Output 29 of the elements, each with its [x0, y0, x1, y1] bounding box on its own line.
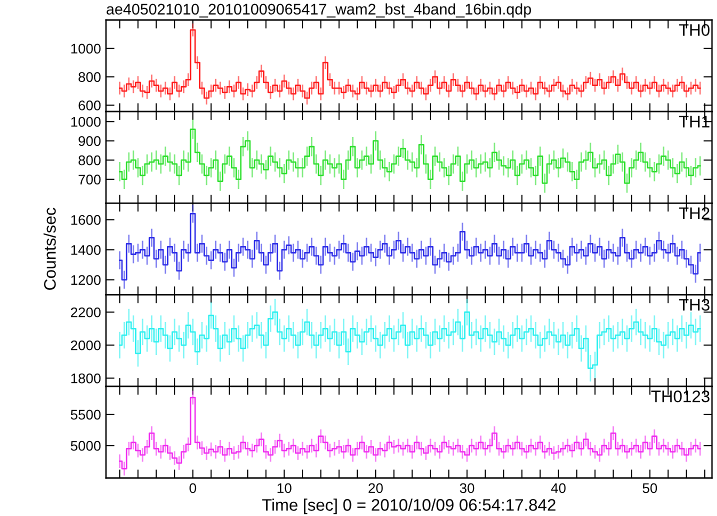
annotation: TH3 [679, 298, 710, 311]
y-tick-label: 1600 [71, 215, 101, 225]
y-tick-label: 1800 [71, 373, 101, 384]
y-tick-label: 800 [78, 72, 101, 82]
y-tick-label: 600 [78, 100, 101, 110]
x-tick-label: 40 [551, 483, 566, 494]
y-tick-label: 1000 [71, 116, 101, 127]
x-tick-label: 20 [368, 483, 383, 494]
y-tick-label: 5000 [70, 440, 101, 451]
y-tick-label: 2200 [70, 307, 101, 318]
chart-title: ae405021010_20101009065417_wam2_bst_4band_16bin.qdp [106, 3, 531, 18]
y-tick-label: 1200 [71, 275, 101, 285]
y-tick-label: 800 [78, 155, 101, 166]
x-tick-label: 30 [460, 483, 474, 494]
y-tick-label: 5500 [70, 410, 101, 420]
x-tick-label: 10 [278, 483, 292, 494]
annotation: TH0123 [651, 390, 710, 402]
y-tick-label: 1000 [71, 44, 101, 54]
annotation: TH2 [679, 207, 710, 219]
y-axis-title: Counts/sec [44, 208, 56, 290]
annotation: TH0 [679, 24, 710, 36]
x-tick-label: 50 [642, 483, 658, 494]
y-tick-label: 700 [78, 174, 101, 185]
y-tick-label: 1400 [71, 245, 101, 255]
x-tick-label: 0 [190, 483, 196, 494]
y-tick-label: 900 [78, 136, 101, 146]
annotation: TH1 [679, 116, 710, 128]
x-axis-title: Time [sec] 0 = 2010/10/09 06:54:17.842 [262, 498, 556, 514]
y-tick-label: 2000 [70, 340, 101, 350]
